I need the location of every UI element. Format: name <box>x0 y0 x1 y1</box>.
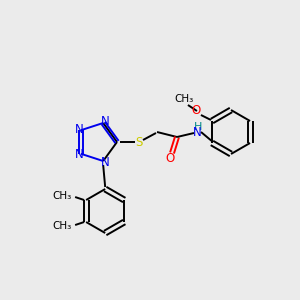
Text: S: S <box>135 136 143 148</box>
Text: CH₃: CH₃ <box>52 191 72 201</box>
Text: N: N <box>74 148 83 161</box>
Text: N: N <box>193 127 201 140</box>
Text: N: N <box>74 123 83 136</box>
Text: CH₃: CH₃ <box>52 221 72 231</box>
Text: CH₃: CH₃ <box>174 94 194 104</box>
Text: O: O <box>165 152 175 164</box>
Text: H: H <box>194 122 202 132</box>
Text: N: N <box>101 155 110 169</box>
Text: N: N <box>101 116 110 128</box>
Text: O: O <box>191 103 201 116</box>
